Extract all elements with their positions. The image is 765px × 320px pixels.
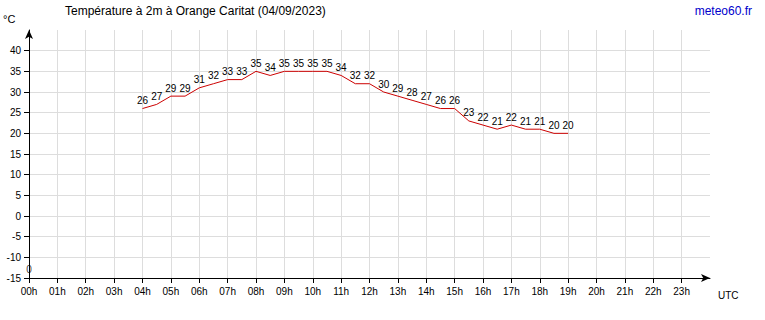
- svg-text:06h: 06h: [191, 286, 208, 297]
- svg-text:19h: 19h: [560, 286, 577, 297]
- svg-text:0: 0: [15, 211, 21, 222]
- svg-text:meteo60.fr: meteo60.fr: [695, 4, 752, 18]
- svg-text:35: 35: [307, 58, 319, 69]
- svg-text:26: 26: [449, 95, 461, 106]
- svg-text:33: 33: [236, 66, 248, 77]
- svg-text:21: 21: [492, 116, 504, 127]
- svg-text:Température à 2m à Orange Cari: Température à 2m à Orange Caritat (04/09…: [65, 4, 326, 18]
- svg-text:20: 20: [548, 120, 560, 131]
- svg-text:10h: 10h: [304, 286, 321, 297]
- svg-text:20: 20: [10, 128, 22, 139]
- svg-text:35: 35: [250, 58, 262, 69]
- svg-text:5: 5: [15, 190, 21, 201]
- svg-text:-15: -15: [7, 273, 22, 284]
- svg-text:22h: 22h: [645, 286, 662, 297]
- svg-text:33: 33: [222, 66, 234, 77]
- svg-text:11h: 11h: [333, 286, 349, 297]
- svg-text:34: 34: [336, 62, 348, 73]
- svg-text:14h: 14h: [418, 286, 435, 297]
- svg-text:03h: 03h: [106, 286, 123, 297]
- svg-text:20h: 20h: [588, 286, 605, 297]
- svg-text:13h: 13h: [390, 286, 407, 297]
- svg-text:34: 34: [265, 62, 277, 73]
- svg-text:21: 21: [520, 116, 532, 127]
- svg-text:17h: 17h: [503, 286, 520, 297]
- svg-text:27: 27: [151, 91, 163, 102]
- svg-text:26: 26: [137, 95, 149, 106]
- svg-text:23: 23: [463, 107, 475, 118]
- svg-text:18h: 18h: [531, 286, 548, 297]
- svg-text:00h: 00h: [21, 286, 38, 297]
- svg-text:21h: 21h: [617, 286, 634, 297]
- svg-text:UTC: UTC: [718, 290, 739, 301]
- svg-text:01h: 01h: [49, 286, 66, 297]
- svg-text:22: 22: [477, 112, 489, 123]
- svg-text:29: 29: [392, 83, 404, 94]
- svg-text:32: 32: [350, 70, 362, 81]
- svg-text:09h: 09h: [276, 286, 293, 297]
- svg-text:31: 31: [194, 74, 206, 85]
- svg-text:25: 25: [10, 107, 22, 118]
- svg-text:0: 0: [26, 264, 32, 275]
- svg-text:35: 35: [321, 58, 333, 69]
- svg-text:23h: 23h: [673, 286, 690, 297]
- svg-text:27: 27: [421, 91, 433, 102]
- svg-text:29: 29: [180, 83, 192, 94]
- svg-text:15: 15: [10, 149, 22, 160]
- svg-text:20: 20: [563, 120, 575, 131]
- svg-text:12h: 12h: [361, 286, 378, 297]
- svg-text:28: 28: [407, 87, 419, 98]
- svg-text:30: 30: [378, 79, 390, 90]
- svg-text:35: 35: [293, 58, 305, 69]
- svg-text:30: 30: [10, 87, 22, 98]
- svg-text:15h: 15h: [446, 286, 463, 297]
- svg-text:35: 35: [10, 66, 22, 77]
- svg-text:32: 32: [364, 70, 376, 81]
- svg-text:35: 35: [279, 58, 291, 69]
- svg-text:16h: 16h: [475, 286, 492, 297]
- svg-text:40: 40: [10, 45, 22, 56]
- svg-text:-10: -10: [7, 252, 22, 263]
- svg-text:02h: 02h: [77, 286, 94, 297]
- svg-text:32: 32: [208, 70, 220, 81]
- svg-text:10: 10: [10, 169, 22, 180]
- svg-text:07h: 07h: [219, 286, 236, 297]
- svg-text:04h: 04h: [134, 286, 151, 297]
- svg-text:26: 26: [435, 95, 447, 106]
- svg-text:°C: °C: [3, 13, 15, 25]
- svg-text:-5: -5: [12, 231, 21, 242]
- svg-text:22: 22: [506, 112, 518, 123]
- svg-text:05h: 05h: [163, 286, 180, 297]
- svg-text:29: 29: [165, 83, 177, 94]
- svg-text:08h: 08h: [248, 286, 265, 297]
- svg-text:21: 21: [534, 116, 546, 127]
